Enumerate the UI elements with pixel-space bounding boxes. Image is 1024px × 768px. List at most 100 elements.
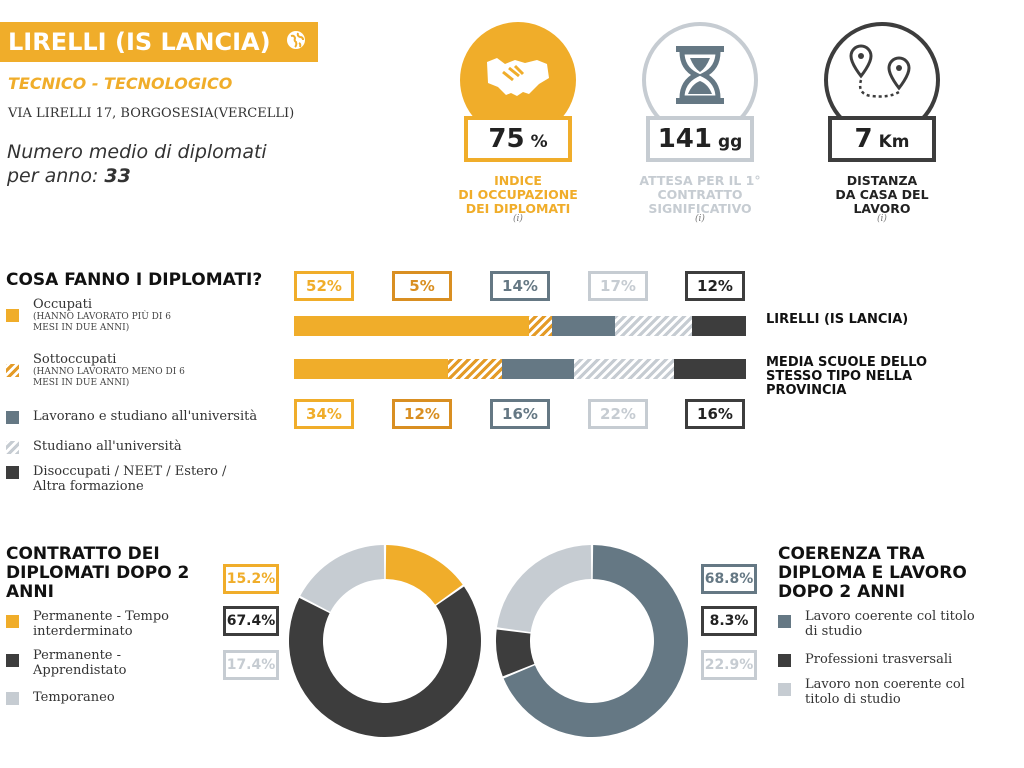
coherence-donut-chart: [496, 545, 688, 737]
stacked-bar: [294, 359, 746, 379]
legend-text-block: Permanente - Apprendistato: [33, 648, 127, 678]
school-name: LIRELLI (IS LANCIA): [8, 28, 271, 56]
avg-label-line2: per anno:: [7, 165, 99, 187]
bar-segment: [551, 316, 615, 336]
legend-text-block: Permanente - Tempo interderminato: [33, 609, 169, 639]
legend-text-block: Studiano all'università: [33, 439, 182, 454]
info-icon[interactable]: (i): [877, 214, 887, 224]
legend-text-block: Temporaneo: [33, 690, 115, 705]
stat-unit: Km: [878, 132, 910, 152]
bar-segment: [294, 316, 530, 336]
school-address: VIA LIRELLI 17, BORGOSESIA(VERCELLI): [8, 106, 295, 121]
legend-text-block: Lavoro coerente col titolo di studio: [805, 609, 975, 639]
bar-value-label: 12%: [685, 271, 745, 301]
bar-value-label: 5%: [392, 271, 452, 301]
avg-value: 33: [104, 165, 131, 187]
stat-label: DISTANZA DA CASA DEL LAVORO: [807, 174, 957, 216]
stat-value-box: 7 Km: [828, 116, 936, 162]
legend-swatch: [6, 309, 19, 322]
handshake-icon: [483, 48, 553, 110]
bar-series-label-line: PROVINCIA: [766, 383, 847, 398]
donut-slice: [300, 545, 385, 612]
donut-value-label: 22.9%: [701, 650, 757, 680]
legend-sublabel: (HANNO LAVORATO PIÙ DI 6: [33, 312, 172, 322]
legend-label: Lavorano e studiano all'università: [33, 409, 258, 424]
bar-segment: [574, 359, 674, 379]
legend-item: Sottoccupati (HANNO LAVORATO MENO DI 6 MES…: [6, 352, 266, 389]
bar-value-label: 12%: [392, 399, 452, 429]
hourglass-icon: [665, 44, 735, 106]
globe-icon[interactable]: [286, 28, 306, 56]
bar-segment: [447, 359, 502, 379]
bar-segment: [691, 316, 746, 336]
legend-swatch: [6, 692, 19, 705]
stat-value-box: 75%: [464, 116, 572, 162]
legend-text-block: Professioni trasversali: [805, 652, 952, 667]
legend-label: Sottoccupati: [33, 352, 117, 367]
legend-item: Disoccupati / NEET / Estero / Altra form…: [6, 464, 266, 494]
legend-item: Professioni trasversali: [778, 652, 952, 667]
legend-item: Permanente - Apprendistato: [6, 648, 127, 678]
stat-label: INDICE DI OCCUPAZIONE DEI DIPLOMATI: [443, 174, 593, 216]
legend-swatch: [778, 615, 791, 628]
bar-value-label: 22%: [588, 399, 648, 429]
donut-slice: [385, 545, 463, 605]
info-icon[interactable]: (i): [695, 214, 705, 224]
donut-slice: [496, 545, 592, 633]
coherence-title-line: DOPO 2 ANNI: [778, 582, 906, 602]
route-pins-icon: [847, 44, 917, 106]
stat-label-line: DA CASA DEL: [835, 187, 929, 202]
stat-value: 7: [854, 124, 873, 154]
legend-label: di studio: [805, 624, 863, 639]
school-category: TECNICO - TECNOLOGICO: [8, 74, 233, 93]
contract-title-line: CONTRATTO DEI: [6, 544, 160, 564]
stat-label-line: SIGNIFICATIVO: [648, 201, 752, 216]
bar-series-label-line: MEDIA SCUOLE DELLO: [766, 355, 928, 370]
legend-item: Lavoro non coerente col titolo di studio: [778, 677, 965, 707]
bar-value-label: 52%: [294, 271, 354, 301]
legend-swatch: [6, 441, 19, 454]
legend-text-block: Sottoccupati (HANNO LAVORATO MENO DI 6 MES…: [33, 352, 185, 389]
stat-label-line: DISTANZA: [846, 173, 918, 188]
legend-item: Permanente - Tempo interderminato: [6, 609, 169, 639]
bar-value-label: 14%: [490, 271, 550, 301]
avg-label-line1: Numero medio di diplomati: [7, 141, 267, 163]
bar-value-label: 16%: [685, 399, 745, 429]
legend-label: titolo di studio: [805, 692, 901, 707]
legend-item: Studiano all'università: [6, 439, 266, 454]
coherence-title: COERENZA TRA DIPLOMA E LAVORO DOPO 2 ANN…: [778, 545, 967, 602]
donut-value-label: 15.2%: [223, 564, 279, 594]
bar-series-label: MEDIA SCUOLE DELLO STESSO TIPO NELLA PROVI…: [766, 356, 927, 398]
donut-value-label: 17.4%: [223, 650, 279, 680]
stat-value: 141: [657, 124, 712, 154]
what-they-do-title: COSA FANNO I DIPLOMATI?: [6, 270, 263, 290]
bar-value-label: 16%: [490, 399, 550, 429]
legend-text-block: Disoccupati / NEET / Estero / Altra form…: [33, 464, 253, 494]
bar-series-label: LIRELLI (IS LANCIA): [766, 313, 908, 327]
legend-label: Lavoro coerente col titolo: [805, 609, 975, 624]
legend-label: Permanente - Tempo: [33, 609, 169, 624]
contract-donut-chart: [289, 545, 481, 737]
legend-sublabel: MESI IN DUE ANNI): [33, 378, 130, 388]
bar-series-label-line: LIRELLI (IS LANCIA): [766, 312, 909, 327]
legend-sublabel: (HANNO LAVORATO MENO DI 6: [33, 367, 185, 377]
legend-swatch: [6, 411, 19, 424]
info-icon[interactable]: (i): [513, 214, 523, 224]
coherence-title-line: DIPLOMA E LAVORO: [778, 563, 967, 583]
legend-text-block: Occupati (HANNO LAVORATO PIÙ DI 6 MESI IN …: [33, 297, 171, 334]
stat-unit: gg: [717, 132, 743, 152]
bar-value-label: 17%: [588, 271, 648, 301]
legend-label: Studiano all'università: [33, 439, 182, 454]
legend-swatch: [778, 683, 791, 696]
legend-item: Lavoro coerente col titolo di studio: [778, 609, 975, 639]
stat-label-line: DEI DIPLOMATI: [465, 201, 571, 216]
contract-title-line: DIPLOMATI DOPO 2: [6, 563, 190, 583]
stat-label-line: CONTRATTO: [657, 187, 743, 202]
bar-segment: [529, 316, 552, 336]
legend-label: Occupati: [33, 297, 93, 312]
stat-label-line: ATTESA PER IL 1°: [639, 173, 761, 188]
donut-slice: [289, 586, 481, 737]
donut-value-label: 68.8%: [701, 564, 757, 594]
legend-swatch: [778, 654, 791, 667]
bar-segment: [673, 359, 746, 379]
